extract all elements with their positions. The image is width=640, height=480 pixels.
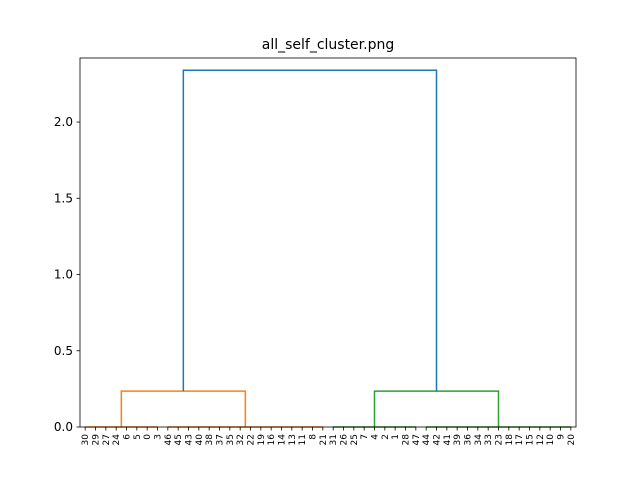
chart-title: all_self_cluster.png xyxy=(262,37,395,53)
axes-frame xyxy=(79,57,577,428)
leaf-label: 30 xyxy=(81,434,91,446)
leaf-label: 4 xyxy=(371,434,381,440)
leaf-label: 0 xyxy=(143,434,153,440)
y-tick-label: 1.5 xyxy=(54,191,73,205)
leaf-label: 12 xyxy=(536,434,546,445)
leaf-label: 20 xyxy=(567,434,577,446)
leaf-label: 16 xyxy=(267,434,277,446)
leaf-label: 28 xyxy=(402,434,412,446)
leaf-label: 19 xyxy=(257,434,267,446)
leaf-label: 22 xyxy=(247,434,257,445)
leaf-label: 18 xyxy=(505,434,515,446)
leaf-label: 47 xyxy=(412,434,422,445)
leaf-label: 3 xyxy=(154,434,164,440)
leaf-label: 23 xyxy=(495,434,505,445)
leaf-label: 8 xyxy=(309,434,319,440)
leaf-label: 31 xyxy=(329,434,339,445)
leaf-label: 43 xyxy=(185,434,195,445)
leaf-label: 46 xyxy=(164,434,174,446)
leaf-label: 38 xyxy=(205,434,215,446)
leaf-label: 35 xyxy=(226,434,236,445)
leaf-label: 45 xyxy=(174,434,184,445)
leaf-label: 42 xyxy=(433,434,443,445)
leaf-label: 36 xyxy=(464,434,474,446)
leaf-label: 41 xyxy=(443,434,453,445)
root-merge-link xyxy=(182,69,438,392)
y-tick-label: 0.0 xyxy=(54,420,73,434)
leaf-label: 26 xyxy=(340,434,350,446)
leaf-label: 44 xyxy=(422,434,432,446)
leaf-label: 24 xyxy=(112,434,122,446)
leaf-label: 13 xyxy=(288,434,298,445)
y-tick-label: 2.0 xyxy=(54,115,73,129)
leaf-label: 1 xyxy=(391,434,401,440)
leaf-label: 6 xyxy=(123,434,133,440)
leaf-label: 14 xyxy=(278,434,288,446)
leaf-label: 2 xyxy=(381,434,391,440)
leaf-label: 37 xyxy=(216,434,226,445)
leaf-label: 32 xyxy=(236,434,246,445)
leaf-label: 34 xyxy=(474,434,484,446)
leaf-label: 10 xyxy=(546,434,556,446)
leaf-label: 7 xyxy=(360,434,370,440)
leaf-label: 21 xyxy=(319,434,329,445)
leaf-label: 39 xyxy=(453,434,463,446)
leaf-label: 33 xyxy=(484,434,494,445)
leaf-label: 5 xyxy=(133,434,143,440)
leaf-label: 27 xyxy=(102,434,112,445)
leaf-label: 9 xyxy=(557,434,567,440)
leaf-label: 40 xyxy=(195,434,205,446)
leaf-label: 11 xyxy=(298,434,308,445)
x-axis: 30 29 27 24 6 5 0 3 46 45 43 40 38 37 35 32 22 19 16 14 13 11… xyxy=(81,427,577,445)
leaf-label: 25 xyxy=(350,434,360,445)
leaf-label: 15 xyxy=(526,434,536,445)
y-tick-label: 1.0 xyxy=(54,268,73,282)
y-tick-label: 0.5 xyxy=(54,344,73,358)
y-axis: 0.0 0.5 1.0 1.5 2.0 xyxy=(54,115,80,434)
leaf-label: 29 xyxy=(92,434,102,446)
leaf-label: 17 xyxy=(515,434,525,445)
